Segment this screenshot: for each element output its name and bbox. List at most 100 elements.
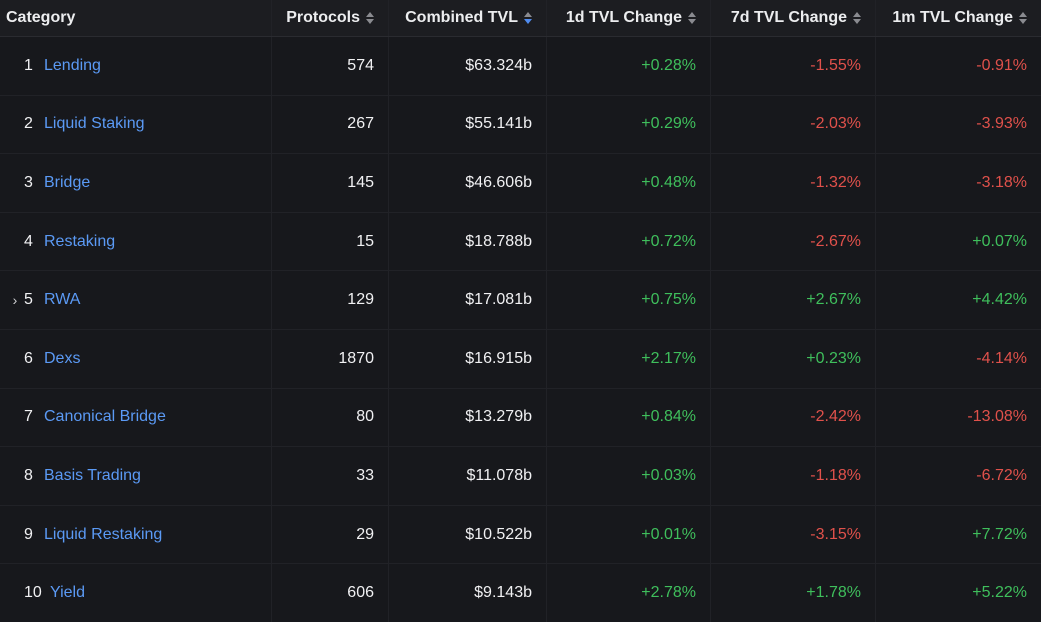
tvl-cell: $9.143b bbox=[389, 564, 547, 622]
change-1d-cell: +0.28% bbox=[547, 37, 711, 95]
sort-icon[interactable] bbox=[366, 12, 374, 24]
tvl-cell: $17.081b bbox=[389, 271, 547, 329]
tvl-cell: $11.078b bbox=[389, 447, 547, 505]
protocols-cell: 267 bbox=[272, 95, 389, 154]
tvl-cell: $10.522b bbox=[389, 505, 547, 564]
table-row[interactable]: 10 Yield 606 $9.143b +2.78% +1.78% +5.22… bbox=[0, 564, 1041, 622]
change-1d-cell: +2.17% bbox=[547, 329, 711, 388]
category-cell: 4 Restaking bbox=[0, 212, 272, 271]
header-7d-change-label: 7d TVL Change bbox=[730, 9, 847, 26]
category-cell: › 5 RWA bbox=[0, 271, 272, 329]
tvl-cell: $46.606b bbox=[389, 154, 547, 212]
category-cell: 1 Lending bbox=[0, 37, 272, 95]
change-1m-cell: +5.22% bbox=[972, 584, 1027, 602]
category-link[interactable]: RWA bbox=[44, 291, 81, 309]
table-row[interactable]: 6 Dexs 1870 $16.915b +2.17% +0.23% -4.14… bbox=[0, 329, 1041, 389]
change-7d-cell: -1.32% bbox=[711, 154, 876, 212]
header-1m-change[interactable]: 1m TVL Change bbox=[876, 0, 1041, 36]
header-protocols[interactable]: Protocols bbox=[272, 0, 389, 36]
rank-number: 2 bbox=[24, 115, 33, 133]
category-link[interactable]: Basis Trading bbox=[44, 466, 141, 484]
table-row[interactable]: 2 Liquid Staking 267 $55.141b +0.29% -2.… bbox=[0, 95, 1041, 155]
rank-number: 10 bbox=[24, 584, 42, 602]
header-tvl[interactable]: Combined TVL bbox=[389, 0, 547, 36]
category-cell: 8 Basis Trading bbox=[0, 447, 272, 505]
table-row[interactable]: 9 Liquid Restaking 29 $10.522b +0.01% -3… bbox=[0, 505, 1041, 565]
change-1d-cell: +0.75% bbox=[547, 271, 711, 329]
change-7d-cell: -2.67% bbox=[711, 212, 876, 271]
category-link[interactable]: Liquid Restaking bbox=[44, 525, 163, 543]
table-row[interactable]: 1 Lending 574 $63.324b +0.28% -1.55% -0.… bbox=[0, 37, 1041, 96]
table-row[interactable]: 7 Canonical Bridge 80 $13.279b +0.84% -2… bbox=[0, 388, 1041, 448]
category-link[interactable]: Restaking bbox=[44, 232, 116, 250]
tvl-cell: $16.915b bbox=[389, 329, 547, 388]
table-row[interactable]: 3 Bridge 145 $46.606b +0.48% -1.32% -3.1… bbox=[0, 154, 1041, 213]
tvl-cell: $63.324b bbox=[389, 37, 547, 95]
header-7d-change[interactable]: 7d TVL Change bbox=[711, 0, 876, 36]
change-1d-cell: +2.78% bbox=[547, 564, 711, 622]
category-link[interactable]: Dexs bbox=[44, 349, 81, 367]
change-1d-cell: +0.48% bbox=[547, 154, 711, 212]
header-1d-change-label: 1d TVL Change bbox=[565, 9, 682, 26]
change-1m-cell: +0.07% bbox=[972, 232, 1027, 250]
change-1d-cell: +0.29% bbox=[547, 95, 711, 154]
change-1d-cell: +0.72% bbox=[547, 212, 711, 271]
change-7d-cell: +0.23% bbox=[711, 329, 876, 388]
change-1d-cell: +0.01% bbox=[547, 505, 711, 564]
protocols-cell: 15 bbox=[272, 212, 389, 271]
rank-number: 7 bbox=[24, 408, 33, 426]
table-row[interactable]: 4 Restaking 15 $18.788b +0.72% -2.67% +0… bbox=[0, 212, 1041, 272]
change-1m-cell: -4.14% bbox=[976, 349, 1027, 367]
change-7d-cell: -1.55% bbox=[711, 37, 876, 95]
table-row[interactable]: 8 Basis Trading 33 $11.078b +0.03% -1.18… bbox=[0, 447, 1041, 506]
table-header: Category Protocols Combined TVL 1d TVL C… bbox=[0, 0, 1041, 37]
change-1m-cell: -3.18% bbox=[976, 173, 1027, 191]
header-1m-change-label: 1m TVL Change bbox=[892, 9, 1013, 26]
table-body: 1 Lending 574 $63.324b +0.28% -1.55% -0.… bbox=[0, 37, 1041, 622]
protocols-cell: 80 bbox=[272, 388, 389, 447]
table-row[interactable]: › 5 RWA 129 $17.081b +0.75% +2.67% +4.42… bbox=[0, 271, 1041, 330]
tvl-cell: $55.141b bbox=[389, 95, 547, 154]
rank-number: 1 bbox=[24, 56, 33, 74]
header-category-label: Category bbox=[6, 9, 76, 26]
change-7d-cell: -3.15% bbox=[711, 505, 876, 564]
category-link[interactable]: Yield bbox=[50, 584, 85, 602]
header-protocols-label: Protocols bbox=[286, 9, 360, 26]
sort-icon[interactable] bbox=[853, 12, 861, 24]
change-7d-cell: -2.42% bbox=[711, 388, 876, 447]
category-link[interactable]: Bridge bbox=[44, 173, 91, 191]
change-1d-cell: +0.03% bbox=[547, 447, 711, 505]
category-link[interactable]: Canonical Bridge bbox=[44, 408, 166, 426]
rank-number: 6 bbox=[24, 349, 33, 367]
rank-number: 8 bbox=[24, 466, 33, 484]
change-1m-cell: -6.72% bbox=[976, 466, 1027, 484]
protocols-cell: 29 bbox=[272, 505, 389, 564]
change-7d-cell: +1.78% bbox=[711, 564, 876, 622]
header-1d-change[interactable]: 1d TVL Change bbox=[547, 0, 711, 36]
category-link[interactable]: Lending bbox=[44, 56, 101, 74]
category-link[interactable]: Liquid Staking bbox=[44, 115, 145, 133]
change-1m-cell: -0.91% bbox=[976, 56, 1027, 74]
tvl-cell: $13.279b bbox=[389, 388, 547, 447]
change-1m-cell: +4.42% bbox=[972, 291, 1027, 309]
category-cell: 9 Liquid Restaking bbox=[0, 505, 272, 564]
protocols-cell: 33 bbox=[272, 447, 389, 505]
category-cell: 10 Yield bbox=[0, 564, 272, 622]
protocols-cell: 129 bbox=[272, 271, 389, 329]
sort-icon[interactable] bbox=[524, 12, 532, 24]
protocols-cell: 574 bbox=[272, 37, 389, 95]
header-category[interactable]: Category bbox=[0, 0, 272, 36]
change-7d-cell: -2.03% bbox=[711, 95, 876, 154]
sort-icon[interactable] bbox=[1019, 12, 1027, 24]
sort-icon[interactable] bbox=[688, 12, 696, 24]
change-1m-cell: -13.08% bbox=[967, 408, 1027, 426]
category-cell: 7 Canonical Bridge bbox=[0, 388, 272, 447]
category-cell: 3 Bridge bbox=[0, 154, 272, 212]
category-cell: 2 Liquid Staking bbox=[0, 95, 272, 154]
tvl-cell: $18.788b bbox=[389, 212, 547, 271]
header-tvl-label: Combined TVL bbox=[405, 9, 518, 26]
chevron-right-icon[interactable]: › bbox=[12, 292, 18, 309]
change-1d-cell: +0.84% bbox=[547, 388, 711, 447]
protocols-cell: 606 bbox=[272, 564, 389, 622]
